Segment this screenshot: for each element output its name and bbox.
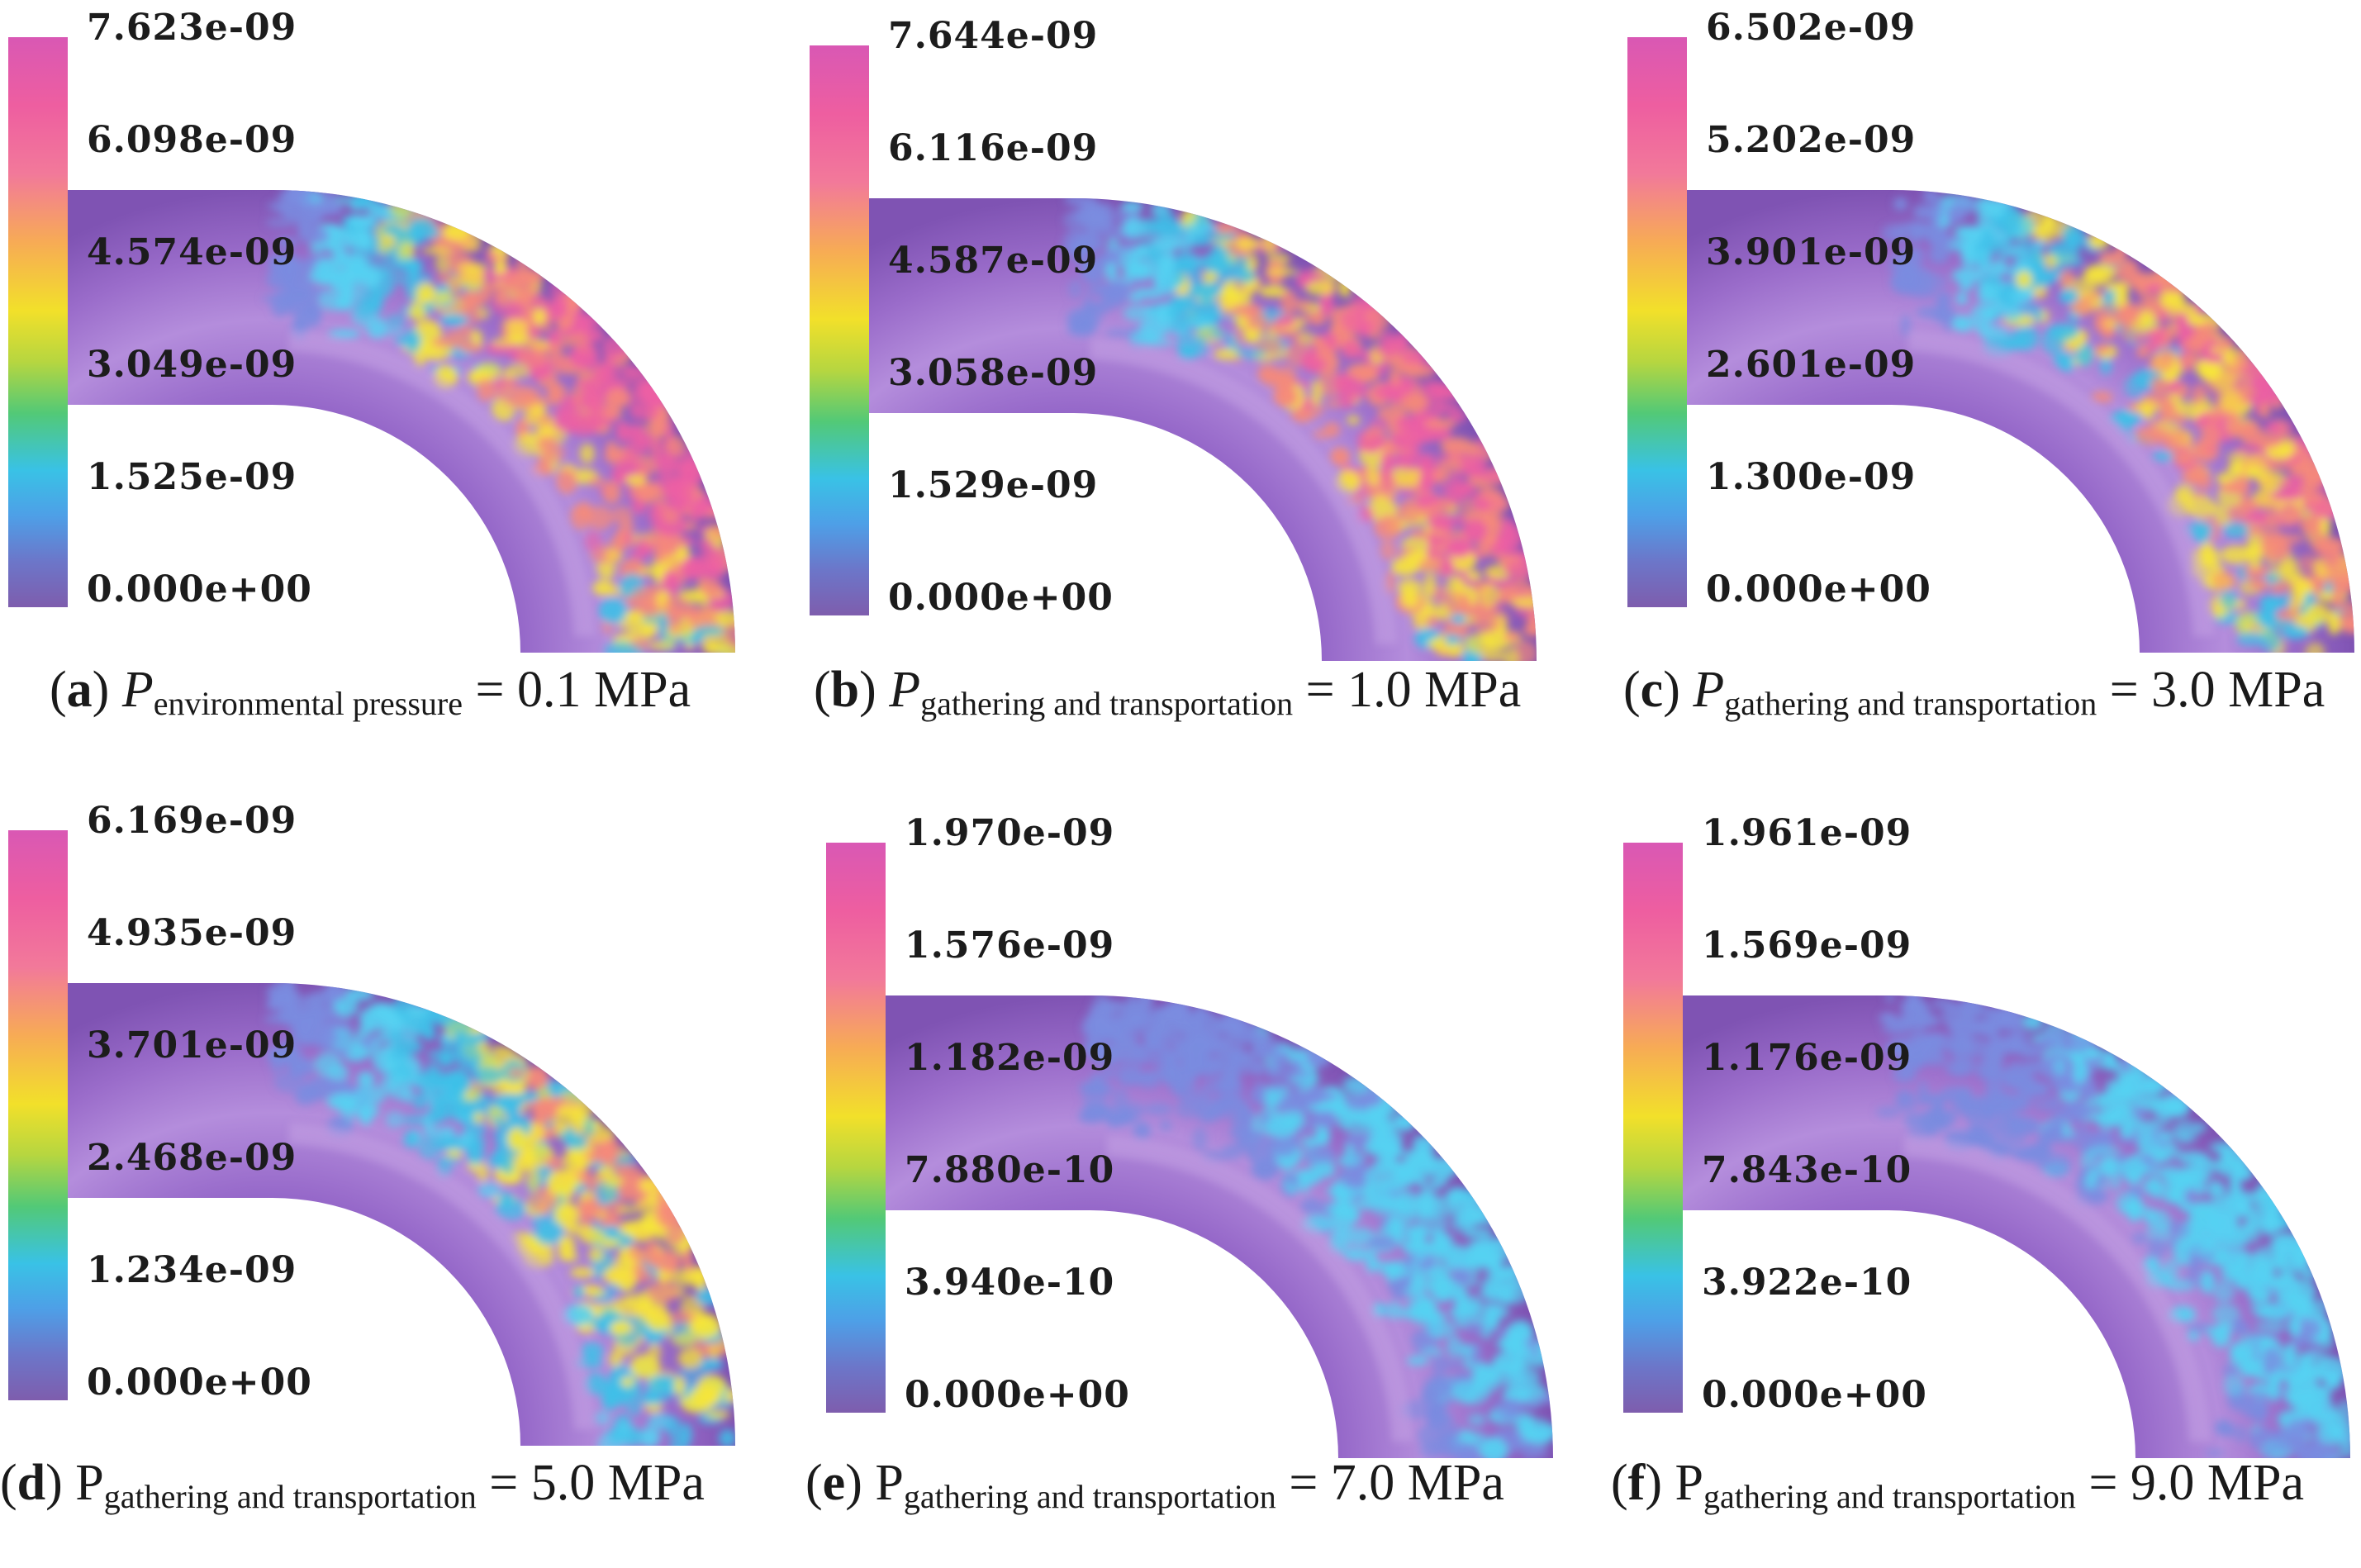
colorbar-tick-label: 1.576e-09 (905, 924, 1114, 967)
colorbar-tick-label: 7.880e-10 (905, 1149, 1114, 1191)
caption-symbol: P (1693, 662, 1724, 718)
caption-value: = 3.0 MPa (2110, 662, 2325, 718)
caption-letter: c (1641, 662, 1664, 718)
colorbar-tick-label: 6.116e-09 (888, 127, 1098, 169)
caption-symbol: P (1675, 1455, 1703, 1511)
colorbar-tick-label: 3.940e-10 (905, 1262, 1114, 1304)
colorbar-tick-label: 4.574e-09 (87, 231, 297, 273)
caption-b: (b) Pgathering and transportation = 1.0 … (814, 661, 1521, 723)
panel-b: 7.644e-09 6.116e-09 4.587e-09 3.058e-09 1.52… (801, 8, 1588, 771)
colorbar-tick-label: 0.000e+00 (1706, 568, 1931, 611)
colorbar (810, 45, 869, 615)
colorbar-tick-label: 0.000e+00 (1702, 1374, 1927, 1416)
pipe-elbow-contour (1615, 805, 2361, 1466)
pipe-elbow-contour (0, 0, 786, 661)
colorbar-tick-label: 1.300e-09 (1706, 456, 1916, 498)
caption-subscript: gathering and transportation (1724, 685, 2097, 722)
colorbar-tick-label: 5.202e-09 (1706, 119, 1916, 161)
caption-subscript: gathering and transportation (904, 1478, 1276, 1515)
colorbar-tick-label: 1.970e-09 (905, 812, 1114, 854)
colorbar-tick-label: 0.000e+00 (905, 1374, 1130, 1416)
caption-value: = 1.0 MPa (1306, 662, 1522, 718)
colorbar-tick-label: 4.587e-09 (888, 240, 1098, 282)
colorbar (8, 830, 68, 1400)
colorbar-tick-label: 3.049e-09 (87, 344, 297, 386)
caption-c: (c) Pgathering and transportation = 3.0 … (1623, 661, 2325, 723)
colorbar-tick-label: 6.502e-09 (1706, 7, 1916, 49)
caption-letter: a (67, 662, 93, 718)
caption-symbol: P (122, 662, 154, 718)
colorbar-tick-label: 7.843e-10 (1702, 1149, 1912, 1191)
colorbar-tick-label: 1.176e-09 (1702, 1037, 1912, 1079)
colorbar-tick-label: 0.000e+00 (87, 568, 312, 611)
colorbar (826, 843, 886, 1413)
colorbar-tick-label: 3.058e-09 (888, 352, 1098, 394)
colorbar-tick-label: 1.961e-09 (1702, 812, 1912, 854)
caption-a: (a) Penvironmental pressure = 0.1 MPa (50, 661, 691, 723)
colorbar-tick-label: 6.169e-09 (87, 800, 297, 842)
colorbar-tick-label: 7.623e-09 (87, 7, 297, 49)
caption-value: = 0.1 MPa (476, 662, 691, 718)
pipe-elbow-contour (1619, 0, 2361, 661)
colorbar-tick-label: 1.529e-09 (888, 464, 1098, 506)
panel-c: 6.502e-09 5.202e-09 3.901e-09 2.601e-09 1.30… (1619, 0, 2361, 763)
colorbar-tick-label: 0.000e+00 (888, 577, 1114, 619)
colorbar-tick-label: 0.000e+00 (87, 1361, 312, 1404)
colorbar-tick-label: 1.182e-09 (905, 1037, 1114, 1079)
caption-e: (e) Pgathering and transportation = 7.0 … (805, 1454, 1504, 1516)
colorbar (1627, 37, 1687, 607)
caption-letter: e (823, 1455, 846, 1511)
colorbar-tick-label: 7.644e-09 (888, 15, 1098, 57)
colorbar-tick-label: 1.569e-09 (1702, 924, 1912, 967)
caption-letter: b (831, 662, 859, 718)
colorbar-tick-label: 3.901e-09 (1706, 231, 1916, 273)
colorbar (8, 37, 68, 607)
caption-symbol: P (875, 1455, 903, 1511)
caption-subscript: gathering and transportation (104, 1478, 477, 1515)
colorbar-tick-label: 2.601e-09 (1706, 344, 1916, 386)
caption-value: = 9.0 MPa (2088, 1455, 2304, 1511)
colorbar-tick-label: 4.935e-09 (87, 912, 297, 954)
caption-subscript: gathering and transportation (1703, 1478, 2076, 1515)
colorbar-tick-label: 3.701e-09 (87, 1024, 297, 1067)
caption-value: = 5.0 MPa (489, 1455, 705, 1511)
colorbar-tick-label: 3.922e-10 (1702, 1262, 1912, 1304)
pipe-elbow-contour (0, 793, 786, 1454)
caption-subscript: gathering and transportation (920, 685, 1293, 722)
caption-value: = 7.0 MPa (1289, 1455, 1504, 1511)
colorbar (1623, 843, 1683, 1413)
panel-a: 7.623e-09 6.098e-09 4.574e-09 3.049e-09 1.52… (0, 0, 786, 763)
colorbar-tick-label: 6.098e-09 (87, 119, 297, 161)
caption-d: (d) Pgathering and transportation = 5.0 … (0, 1454, 705, 1516)
caption-f: (f) Pgathering and transportation = 9.0 … (1611, 1454, 2304, 1516)
colorbar-tick-label: 1.525e-09 (87, 456, 297, 498)
caption-symbol: P (75, 1455, 103, 1511)
caption-letter: f (1628, 1455, 1646, 1511)
pipe-elbow-contour (818, 805, 1604, 1466)
caption-symbol: P (889, 662, 920, 718)
colorbar-tick-label: 2.468e-09 (87, 1137, 297, 1179)
caption-subscript: environmental pressure (154, 685, 463, 722)
caption-letter: d (17, 1455, 45, 1511)
colorbar-tick-label: 1.234e-09 (87, 1249, 297, 1291)
panel-d: 6.169e-09 4.935e-09 3.701e-09 2.468e-09 1.23… (0, 793, 786, 1556)
pipe-elbow-contour (801, 8, 1588, 669)
